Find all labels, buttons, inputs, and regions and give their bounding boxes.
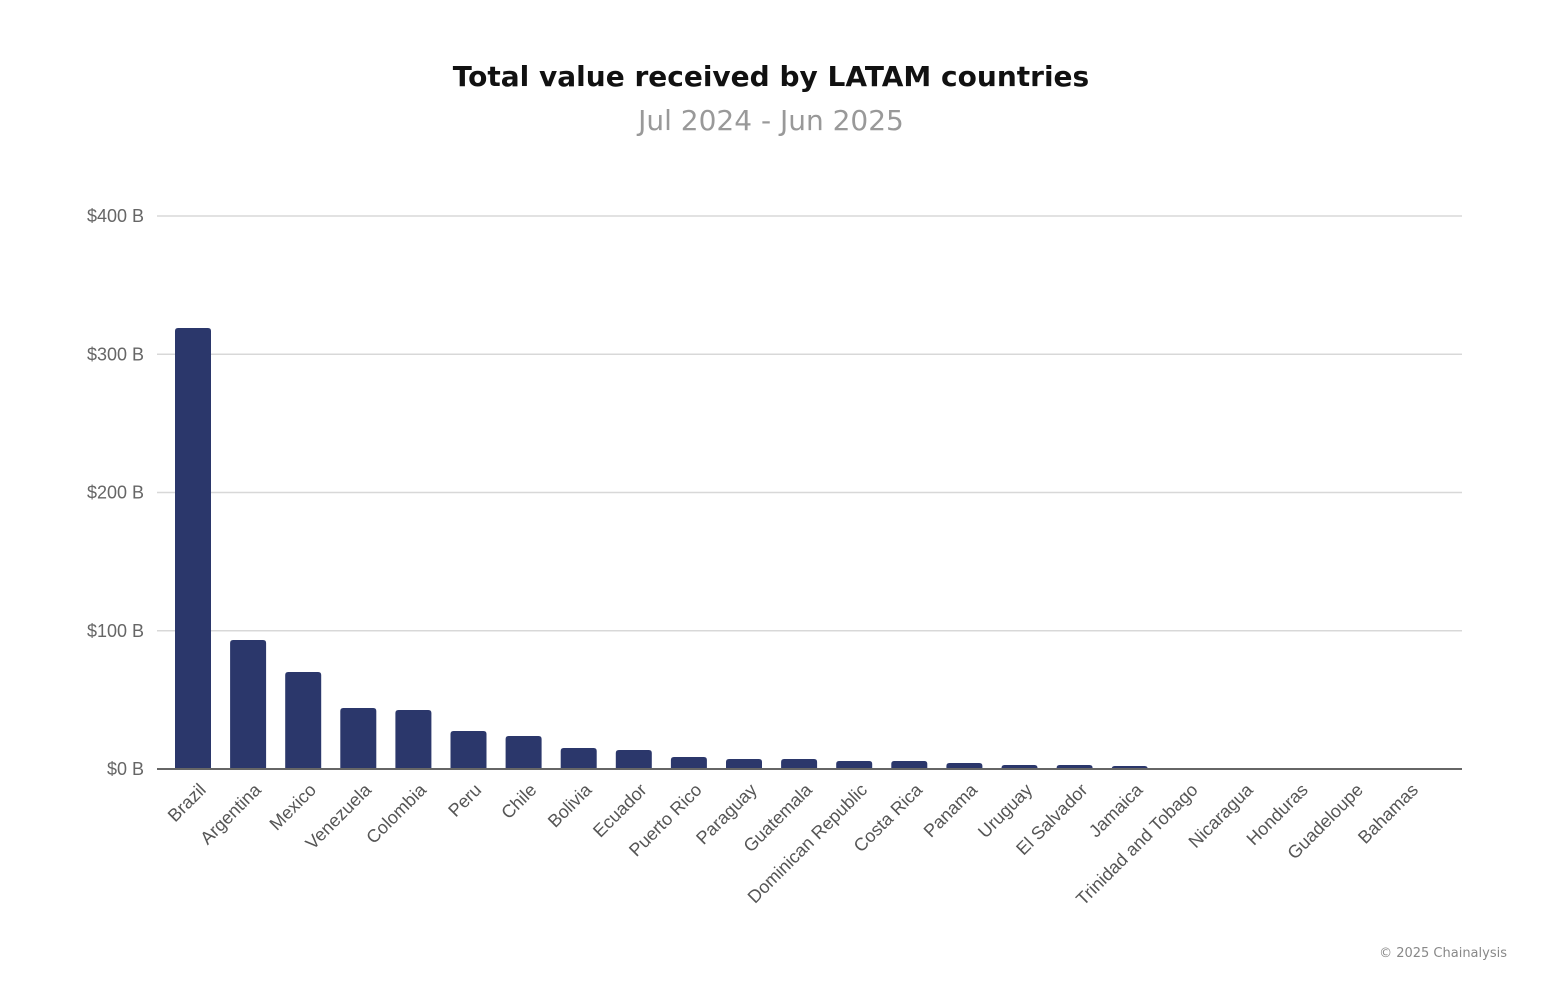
bar-dominican-republic[interactable] [836, 760, 873, 769]
x-tick-label: Colombia [362, 779, 431, 848]
bar-argentina[interactable] [230, 640, 267, 769]
y-tick-label: $0 B [107, 759, 144, 779]
x-tick-label: Argentina [196, 779, 265, 848]
bar-bolivia[interactable] [560, 747, 597, 769]
bar-chile[interactable] [505, 735, 542, 769]
bar-uruguay[interactable] [1001, 764, 1038, 769]
y-tick-label: $200 B [87, 483, 144, 503]
bar-mexico[interactable] [285, 671, 322, 769]
bar-guatemala[interactable] [781, 759, 818, 769]
bar-peru[interactable] [450, 730, 487, 769]
chart-title: Total value received by LATAM countries [452, 60, 1090, 93]
x-tick-label: Panama [920, 779, 982, 841]
y-tick-label: $100 B [87, 621, 144, 641]
bar-paraguay[interactable] [726, 759, 762, 769]
x-tick-label: Brazil [164, 780, 210, 826]
bar-ecuador[interactable] [615, 750, 652, 769]
x-tick-label: Peru [444, 780, 485, 821]
bar-colombia[interactable] [395, 709, 432, 769]
x-tick-label: Mexico [266, 780, 320, 834]
bar-brazil[interactable] [175, 327, 211, 769]
chart-subtitle: Jul 2024 - Jun 2025 [638, 104, 904, 137]
y-tick-label: $300 B [87, 344, 144, 364]
bar-puerto-rico[interactable] [670, 756, 707, 769]
x-tick-label: Bolivia [544, 779, 596, 831]
y-tick-label: $400 B [87, 206, 144, 226]
x-tick-label: Chile [497, 780, 540, 823]
bar-costa-rica[interactable] [891, 760, 928, 769]
bar-venezuela[interactable] [340, 708, 377, 769]
credit-text: © 2025 Chainalysis [1379, 946, 1507, 961]
bar-el-salvador[interactable] [1056, 764, 1093, 769]
bar-panama[interactable] [946, 763, 983, 769]
x-tick-label: Bahamas [1354, 780, 1422, 848]
